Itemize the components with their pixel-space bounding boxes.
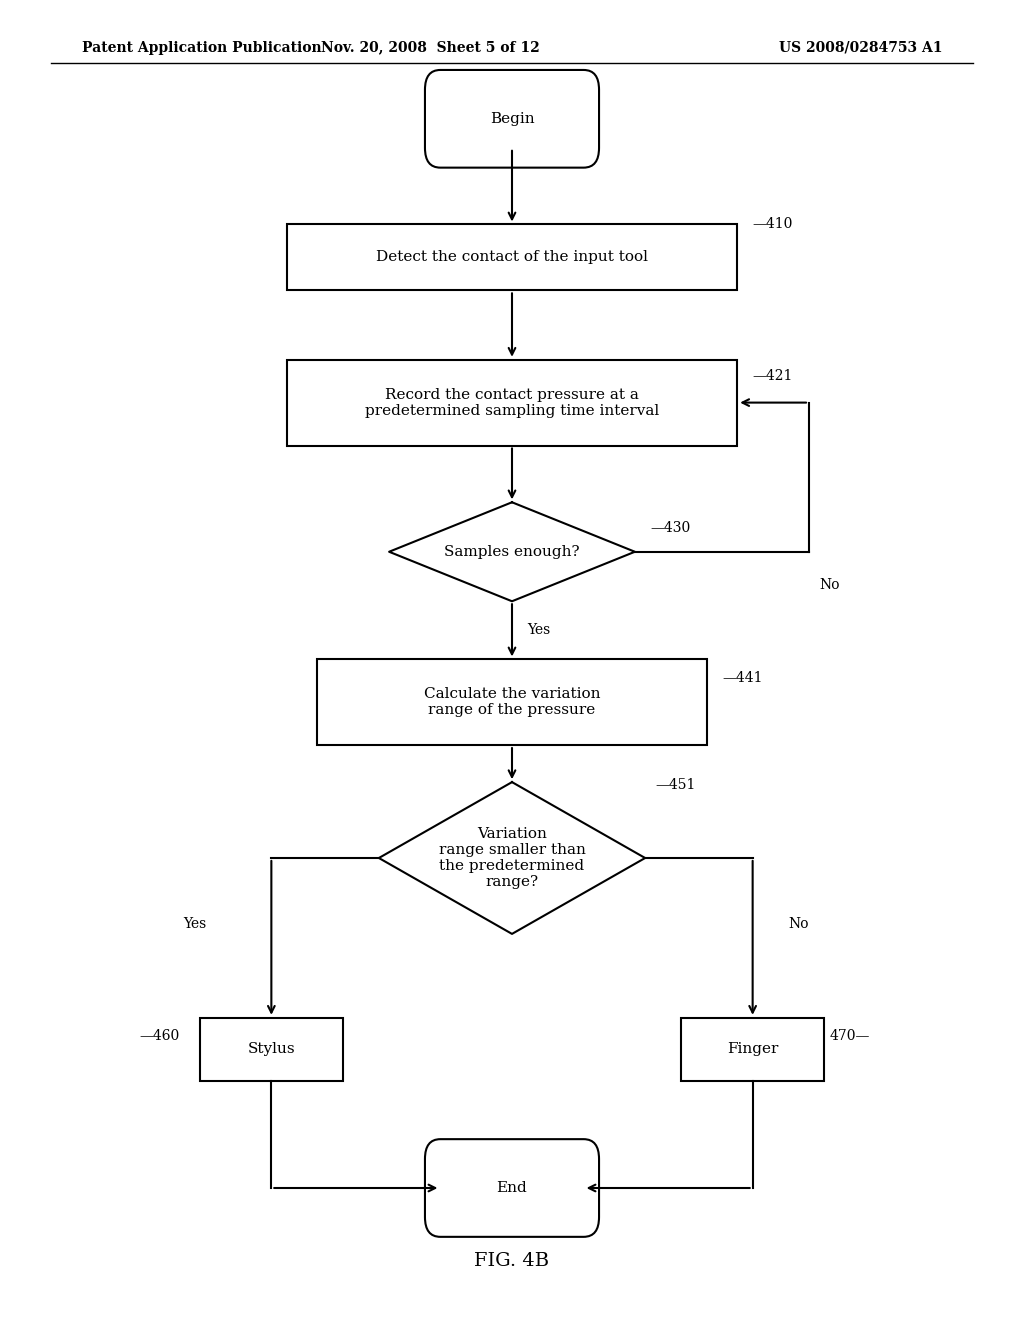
Text: Finger: Finger [727,1043,778,1056]
Text: Yes: Yes [527,623,551,638]
Bar [317,660,707,744]
Text: Stylus: Stylus [248,1043,295,1056]
Text: —451: —451 [655,779,695,792]
Text: Calculate the variation
range of the pressure: Calculate the variation range of the pre… [424,688,600,717]
Text: Samples enough?: Samples enough? [444,545,580,558]
FancyBboxPatch shape [425,1139,599,1237]
Text: Variation
range smaller than
the predetermined
range?: Variation range smaller than the predete… [438,826,586,890]
Text: Begin: Begin [489,112,535,125]
Text: Yes: Yes [183,917,206,931]
Text: Detect the contact of the input tool: Detect the contact of the input tool [376,251,648,264]
Text: —410: —410 [753,218,793,231]
Text: Record the contact pressure at a
predetermined sampling time interval: Record the contact pressure at a predete… [365,388,659,417]
Text: Nov. 20, 2008  Sheet 5 of 12: Nov. 20, 2008 Sheet 5 of 12 [321,41,540,54]
Bar [287,224,737,290]
Text: Patent Application Publication: Patent Application Publication [82,41,322,54]
Text: FIG. 4B: FIG. 4B [474,1251,550,1270]
Text: US 2008/0284753 A1: US 2008/0284753 A1 [778,41,942,54]
Text: No: No [788,917,809,931]
Text: —430: —430 [650,521,690,535]
Bar [200,1018,343,1081]
Text: —421: —421 [753,370,793,383]
Bar [681,1018,824,1081]
Bar [287,359,737,446]
Text: —460: —460 [139,1030,179,1043]
Text: No: No [819,578,840,591]
Text: —441: —441 [722,672,763,685]
Text: End: End [497,1181,527,1195]
FancyBboxPatch shape [425,70,599,168]
Text: 470—: 470— [829,1030,869,1043]
